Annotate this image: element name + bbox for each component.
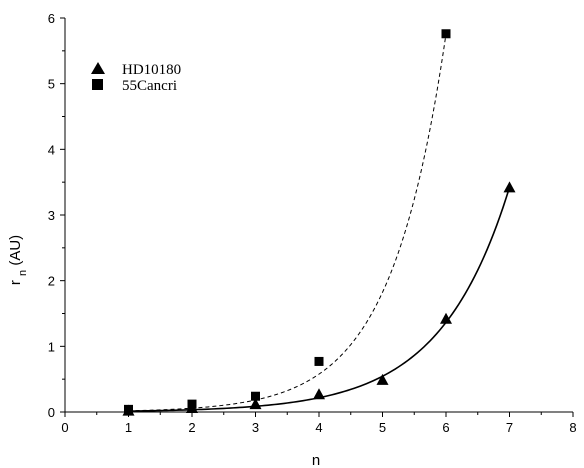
legend-marker-square [92, 79, 103, 90]
fit-curve-1 [128, 34, 447, 412]
fit-curves [128, 34, 511, 412]
legend-label-hd10180: HD10180 [122, 62, 181, 78]
point-hd10180 [503, 181, 516, 193]
y-tick-label: 1 [48, 339, 55, 354]
point-hd10180 [440, 312, 452, 324]
svg-text:r n (AU): r n (AU) [7, 235, 29, 285]
x-tick-label: 6 [442, 420, 449, 435]
y-tick-label: 3 [48, 208, 55, 223]
point-55cancri [314, 356, 324, 366]
data-points [122, 29, 516, 416]
x-tick-label: 8 [569, 420, 576, 435]
x-tick-label: 5 [379, 420, 386, 435]
y-tick-label: 5 [48, 77, 55, 92]
x-axis-title: n [312, 452, 320, 468]
y-axis-title-main: r [7, 280, 24, 285]
point-hd10180 [313, 388, 325, 400]
point-hd10180 [249, 398, 262, 410]
x-tick-label: 4 [315, 420, 322, 435]
fit-curve-0 [128, 187, 511, 412]
axes: 0 1 2 3 4 5 6 7 8 0 1 2 3 4 5 6 [48, 11, 577, 435]
x-tick-label: 0 [61, 420, 68, 435]
point-55cancri [441, 29, 451, 39]
legend-marker-triangle [91, 62, 105, 74]
y-tick-label: 6 [48, 11, 55, 26]
y-tick-label: 4 [48, 142, 55, 157]
y-axis-title: r n (AU) [7, 235, 29, 285]
y-tick-label: 2 [48, 274, 55, 289]
y-tick-label: 0 [48, 405, 55, 420]
y-axis-title-unit: (AU) [7, 235, 24, 266]
point-hd10180 [376, 373, 389, 385]
x-tick-label: 3 [252, 420, 259, 435]
x-tick-label: 7 [506, 420, 513, 435]
y-axis-title-subscript: n [17, 270, 29, 276]
legend-label-55cancri: 55Cancri [122, 78, 177, 94]
point-55cancri [187, 399, 197, 409]
x-tick-label: 1 [125, 420, 132, 435]
x-tick-label: 2 [188, 420, 195, 435]
legend: HD10180 55Cancri [91, 62, 181, 94]
point-55cancri [251, 391, 260, 401]
point-55cancri [124, 404, 133, 414]
